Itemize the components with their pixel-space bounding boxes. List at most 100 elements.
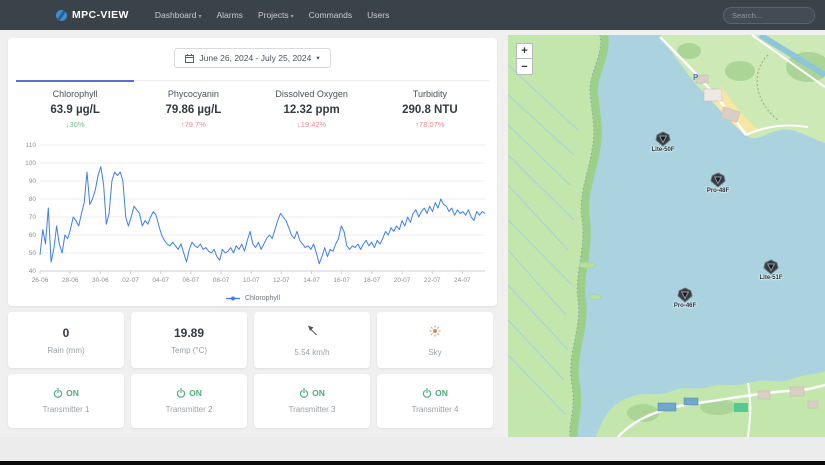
nav-item-users[interactable]: Users <box>367 10 390 20</box>
wind-direction-icon <box>308 325 317 336</box>
svg-text:28-06: 28-06 <box>62 277 79 284</box>
svg-text:20-07: 20-07 <box>394 277 411 284</box>
search-input[interactable] <box>723 6 815 24</box>
transmitter-card-4[interactable]: ON Transmitter 4 <box>377 374 493 428</box>
map-marker-label: Pro-48F <box>706 188 730 194</box>
metric-value: 79.86 µg/L <box>165 104 222 116</box>
transmitter-status-text: ON <box>66 388 79 398</box>
transmitter-label: Transmitter 4 <box>411 405 459 414</box>
svg-text:100: 100 <box>25 160 36 167</box>
nav-item-alarms[interactable]: Alarms <box>216 10 243 20</box>
svg-text:26-06: 26-06 <box>32 277 49 284</box>
line-chart: 40 50 60 70 80 90 100 110 26-06 28-06 30-06 02-07 04… <box>25 142 486 284</box>
metric-value: 12.32 ppm <box>283 104 340 116</box>
calendar-icon <box>185 53 195 63</box>
navbar: MPC-VIEW Dashboard ▾ Alarms Projects ▾ Comman… <box>0 0 825 30</box>
transmitter-status: ON <box>176 388 202 398</box>
nav-item-dashboard[interactable]: Dashboard ▾ <box>154 10 202 20</box>
brand-logo-icon <box>56 9 67 21</box>
buoy-marker-icon <box>655 131 671 147</box>
brand-text: MPC-VIEW <box>72 9 129 21</box>
tab-turbidity[interactable]: Turbidity 290.8 NTU ↑78.07% <box>371 80 489 135</box>
metric-label: Phycocyanin <box>167 89 219 99</box>
weather-label: Temp (°C) <box>170 345 208 355</box>
power-icon <box>299 388 309 398</box>
brand[interactable]: MPC-VIEW <box>56 9 129 21</box>
weather-label: Rain (mm) <box>47 345 85 355</box>
transmitter-label: Transmitter 2 <box>165 405 213 414</box>
transmitter-label: Transmitter 3 <box>288 405 336 414</box>
map-marker-label: Lite-50F <box>651 147 675 153</box>
svg-text:90: 90 <box>29 178 37 185</box>
weather-card-row: 0 Rain (mm) 19.89 Temp (°C) 5.54 km/h Sky <box>8 312 493 368</box>
map-zoom-controls: + − <box>516 43 533 75</box>
weather-card-sky: Sky <box>377 312 493 368</box>
footer-strip <box>0 437 825 461</box>
map-marker-label: Pro-46F <box>673 303 697 309</box>
svg-text:70: 70 <box>29 214 37 221</box>
svg-text:12-07: 12-07 <box>273 277 290 284</box>
metric-value: 63.9 µg/L <box>50 104 100 116</box>
svg-text:16-07: 16-07 <box>333 277 350 284</box>
buoy-marker-icon <box>710 172 726 188</box>
chevron-down-icon: ▾ <box>316 55 320 62</box>
transmitter-status-text: ON <box>312 388 325 398</box>
metric-value: 290.8 NTU <box>402 104 458 116</box>
svg-text:14-07: 14-07 <box>303 277 320 284</box>
tab-phycocyanin[interactable]: Phycocyanin 79.86 µg/L ↑79.7% <box>134 80 252 135</box>
chart-area: 40 50 60 70 80 90 100 110 26-06 28-06 30-06 02-07 04… <box>16 137 489 302</box>
transmitter-status: ON <box>422 388 448 398</box>
transmitter-card-1[interactable]: ON Transmitter 1 <box>8 374 124 428</box>
metric-change: ↓19.42% <box>297 120 327 129</box>
transmitter-label: Transmitter 1 <box>42 405 90 414</box>
chart-legend: Chlorophyll <box>16 295 489 302</box>
metric-label: Chlorophyll <box>52 89 98 99</box>
weather-card-rain-mm-: 0 Rain (mm) <box>8 312 124 368</box>
tab-chlorophyll[interactable]: Chlorophyll 63.9 µg/L ↓30% <box>16 80 135 135</box>
svg-text:08-07: 08-07 <box>213 277 230 284</box>
transmitter-status: ON <box>53 388 79 398</box>
nav-item-commands[interactable]: Commands <box>308 10 353 20</box>
bottom-letterbox <box>0 461 825 465</box>
transmitter-card-3[interactable]: ON Transmitter 3 <box>254 374 370 428</box>
zoom-in-button[interactable]: + <box>516 43 533 59</box>
legend-label: Chlorophyll <box>244 295 281 302</box>
power-icon <box>176 388 186 398</box>
weather-label: Sky <box>428 347 442 357</box>
map[interactable]: P + − Lite-50F Pro-48F Lite-51F Pro-46F <box>508 35 825 437</box>
zoom-out-button[interactable]: − <box>516 59 533 75</box>
weather-value: 0 <box>62 325 70 340</box>
svg-text:04-07: 04-07 <box>152 277 169 284</box>
sun-icon-wrap <box>429 324 441 342</box>
buoy-marker-icon <box>763 259 779 275</box>
svg-text:P: P <box>693 73 699 82</box>
legend-marker-icon <box>225 296 240 301</box>
svg-text:60: 60 <box>29 232 37 239</box>
date-row: June 26, 2024 - July 25, 2024 ▾ <box>16 48 489 68</box>
svg-text:10-07: 10-07 <box>243 277 260 284</box>
tab-dissolved-oxygen[interactable]: Dissolved Oxygen 12.32 ppm ↓19.42% <box>253 80 371 135</box>
transmitter-card-row: ON Transmitter 1 ON Transmitter 2 ON Transmit… <box>8 374 493 428</box>
date-range-picker[interactable]: June 26, 2024 - July 25, 2024 ▾ <box>174 48 331 68</box>
wind-direction-icon-wrap <box>305 323 319 342</box>
weather-label: 5.54 km/h <box>294 348 330 357</box>
metric-label: Turbidity <box>412 89 447 99</box>
metric-change: ↑78.07% <box>415 120 445 129</box>
nav-item-projects[interactable]: Projects ▾ <box>257 10 294 20</box>
metric-change: ↓30% <box>65 120 85 129</box>
svg-text:40: 40 <box>29 268 37 275</box>
transmitter-card-2[interactable]: ON Transmitter 2 <box>131 374 247 428</box>
chart-panel: June 26, 2024 - July 25, 2024 ▾ Chloroph… <box>8 38 497 306</box>
buoy-marker-icon <box>677 287 693 303</box>
svg-text:30-06: 30-06 <box>92 277 109 284</box>
svg-text:06-07: 06-07 <box>183 277 200 284</box>
metric-change: ↑79.7% <box>180 120 206 129</box>
svg-text:02-07: 02-07 <box>122 277 139 284</box>
basemap-tiles: P <box>508 35 825 437</box>
transmitter-status-text: ON <box>189 388 202 398</box>
transmitter-status-text: ON <box>435 388 448 398</box>
weather-card-5-54-km-h: 5.54 km/h <box>254 312 370 368</box>
power-icon <box>53 388 63 398</box>
chevron-down-icon: ▾ <box>290 14 294 20</box>
transmitter-status: ON <box>299 388 325 398</box>
